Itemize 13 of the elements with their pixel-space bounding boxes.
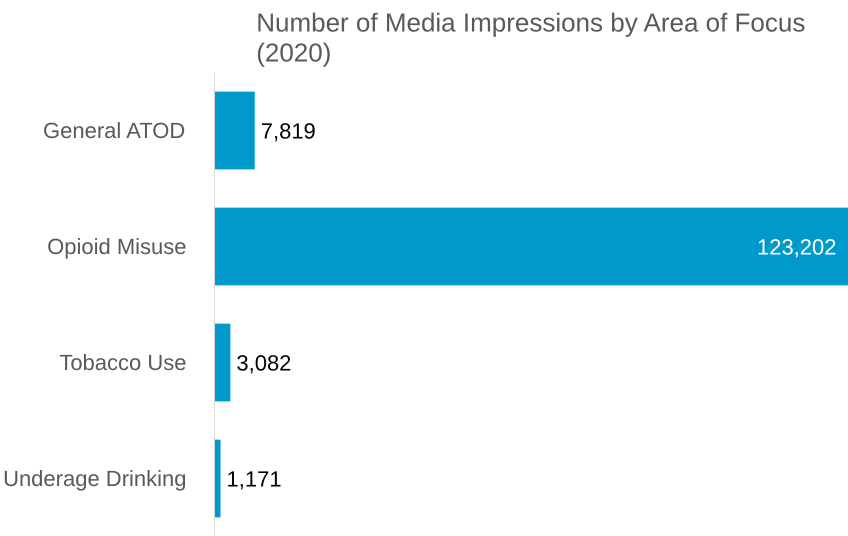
data-label: 123,202 [756, 234, 837, 260]
y-tick-label: Opioid Misuse [47, 234, 186, 259]
bar [214, 440, 221, 518]
y-tick-label: Underage Drinking [3, 466, 187, 491]
y-tick-label: General ATOD [43, 118, 186, 143]
bar [214, 324, 230, 402]
chart-title: Number of Media Impressions by Area of Focus (2020) [256, 8, 806, 68]
y-tick-label: Tobacco Use [59, 350, 187, 375]
data-label: 7,819 [260, 118, 316, 144]
bar [214, 92, 255, 170]
bar [214, 208, 848, 286]
data-label: 1,171 [226, 466, 282, 492]
data-label: 3,082 [236, 350, 292, 376]
